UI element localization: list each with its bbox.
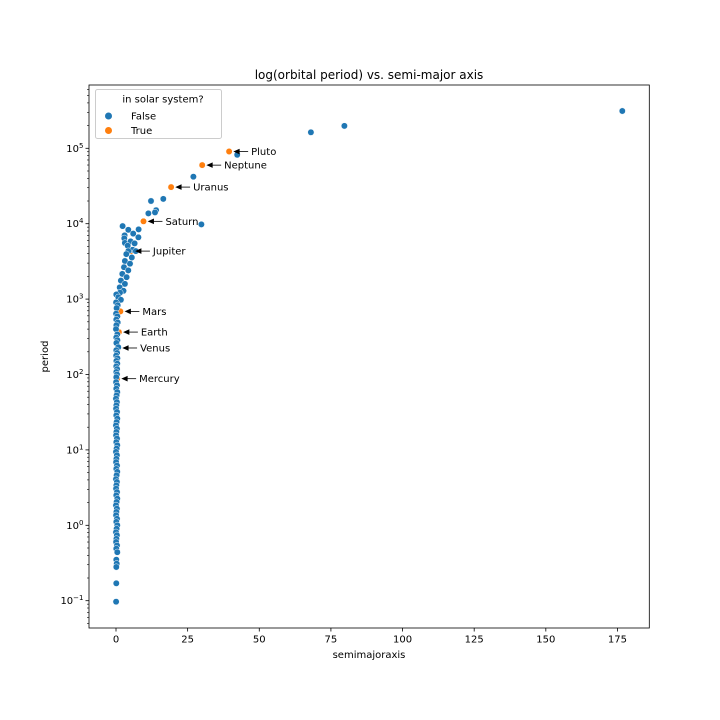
point-saturn — [140, 217, 147, 225]
x-tick-label: 175 — [608, 635, 627, 646]
y-tick-label: 103 — [66, 293, 83, 306]
data-point — [144, 209, 152, 217]
legend-title: in solar system? — [122, 95, 203, 106]
data-point — [112, 579, 120, 587]
data-point — [189, 173, 197, 181]
data-point — [112, 563, 120, 571]
x-tick-label: 125 — [465, 635, 484, 646]
data-point — [159, 195, 167, 203]
data-points — [112, 107, 626, 606]
x-tick-label: 50 — [253, 635, 266, 646]
data-point — [618, 107, 626, 115]
annotation-label-jupiter: Jupiter — [152, 247, 186, 258]
legend: in solar system? False True — [95, 89, 222, 139]
annotation-label-saturn: Saturn — [165, 217, 198, 228]
y-tick-label: 104 — [66, 217, 84, 230]
y-tick-label: 102 — [66, 368, 83, 381]
y-tick-label: 100 — [66, 519, 83, 532]
data-point — [113, 548, 121, 556]
x-tick-label: 0 — [113, 635, 119, 646]
data-point — [340, 122, 348, 130]
annotation-label-venus: Venus — [140, 343, 170, 354]
annotation-arrowhead — [124, 308, 131, 315]
data-point — [151, 208, 159, 216]
data-point — [119, 222, 127, 230]
annotation-arrowhead — [175, 184, 182, 190]
annotation-arrowhead — [135, 248, 142, 254]
annotation-arrowhead — [122, 345, 129, 351]
axis-ticks: 0 25 50 75 100 125 150 175 105 104 103 102 101 100 10−… — [60, 89, 627, 646]
y-tick-label: 105 — [66, 142, 83, 155]
x-tick-label: 100 — [393, 635, 412, 646]
data-point — [121, 280, 129, 288]
data-point — [123, 273, 131, 281]
annotation-label-mars: Mars — [142, 307, 166, 318]
annotation-label-mercury: Mercury — [139, 374, 180, 385]
y-axis-label: period — [40, 341, 51, 373]
annotation-arrowhead — [121, 375, 128, 382]
data-point — [197, 220, 205, 228]
data-point — [147, 197, 155, 205]
annotation-label-earth: Earth — [141, 328, 168, 339]
plot-title: log(orbital period) vs. semi-major axis — [255, 68, 484, 82]
legend-label-true: True — [130, 126, 152, 137]
data-point — [135, 225, 143, 233]
point-pluto — [225, 148, 233, 155]
data-point — [134, 233, 142, 241]
data-point — [307, 128, 315, 136]
annotation-arrowhead — [206, 162, 213, 168]
x-axis-label: semimajoraxis — [333, 650, 406, 661]
annotation-label-neptune: Neptune — [224, 161, 267, 172]
data-point — [124, 266, 132, 274]
x-tick-label: 25 — [181, 635, 194, 646]
legend-label-false: False — [131, 112, 156, 123]
data-point — [129, 230, 137, 238]
y-tick-label: 101 — [66, 443, 83, 456]
annotations: Pluto Neptune Uranus Saturn Jupiter Mars Earth… — [121, 147, 276, 385]
legend-swatch-false — [105, 112, 112, 120]
annotation-label-uranus: Uranus — [193, 183, 228, 194]
data-point — [124, 226, 132, 234]
annotation-arrowhead — [147, 218, 154, 225]
point-uranus — [167, 183, 175, 191]
annotation-arrowhead — [233, 148, 240, 155]
annotation-arrowhead — [123, 329, 130, 335]
legend-box — [95, 89, 222, 139]
data-point — [128, 254, 136, 261]
annotation-label-pluto: Pluto — [251, 147, 276, 158]
data-point — [126, 260, 134, 268]
x-tick-label: 150 — [536, 635, 555, 646]
legend-swatch-true — [105, 127, 112, 134]
data-point — [112, 598, 120, 606]
data-point — [131, 239, 139, 247]
data-point — [122, 250, 130, 258]
y-tick-label: 10−1 — [60, 594, 83, 607]
point-neptune — [198, 161, 206, 169]
x-tick-label: 75 — [325, 635, 338, 646]
axes-frame — [88, 84, 650, 629]
